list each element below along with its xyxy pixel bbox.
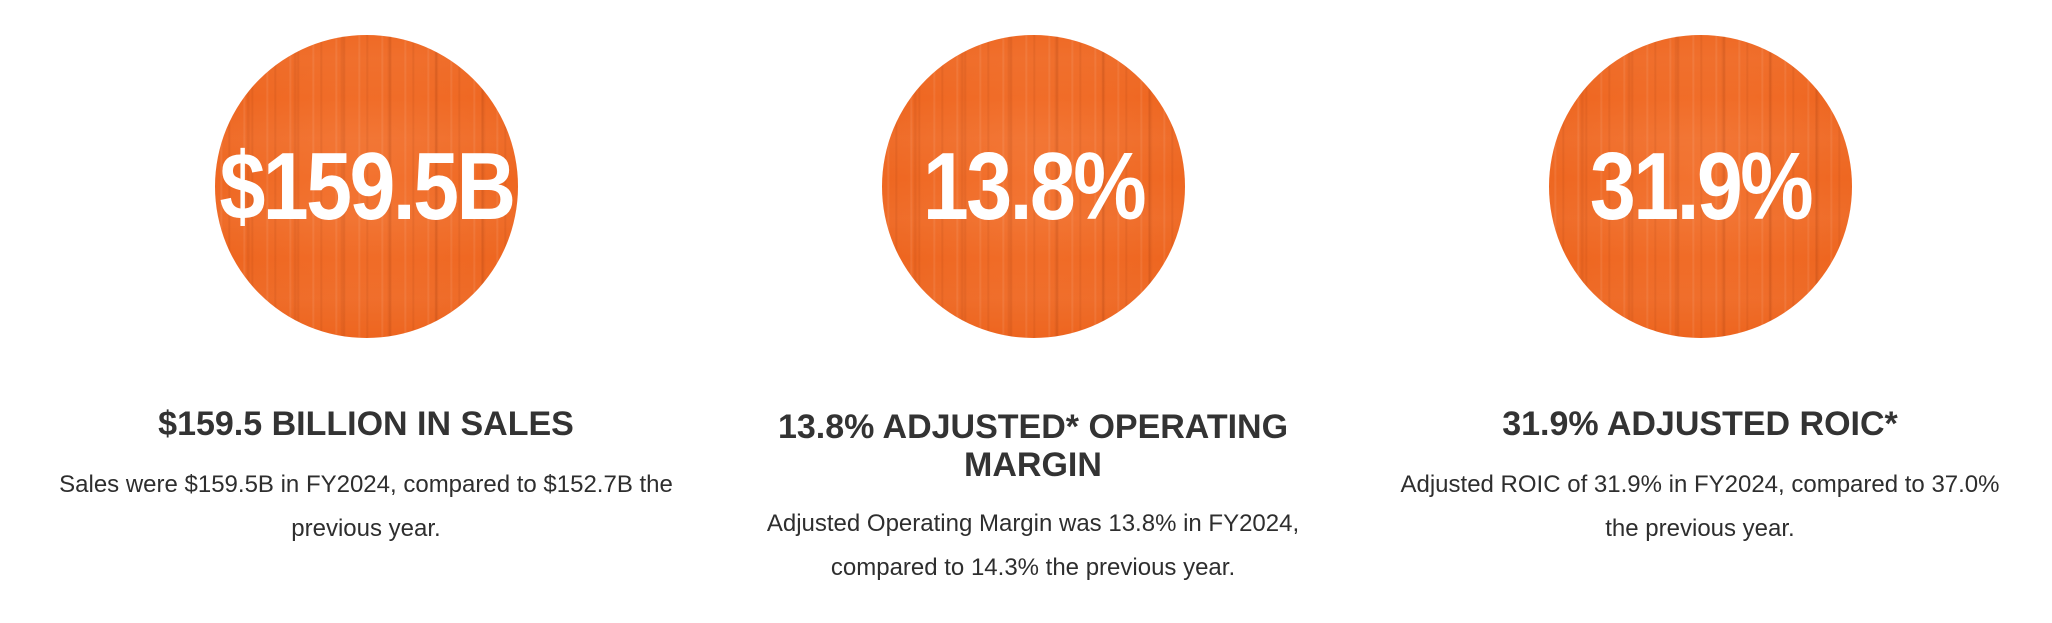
stat-roic: 31.9% 31.9% ADJUSTED ROIC* Adjusted ROIC… <box>1380 0 2020 623</box>
stat-sales: $159.5B $159.5 BILLION IN SALES Sales we… <box>46 0 686 623</box>
operating-margin-description: Adjusted Operating Margin was 13.8% in F… <box>766 510 1300 581</box>
roic-description: Adjusted ROIC of 31.9% in FY2024, compar… <box>1400 471 2000 542</box>
roic-circle <box>1549 35 1852 338</box>
sales-heading: $159.5 BILLION IN SALES <box>158 405 574 443</box>
sales-circle-value: $159.5B <box>219 132 516 240</box>
roic-heading: 31.9% ADJUSTED ROIC* <box>1502 405 1898 443</box>
sales-circle <box>215 35 518 338</box>
operating-margin-circle-value: 13.8% <box>922 132 1147 240</box>
stat-operating-margin: 13.8% 13.8% ADJUSTED* OPERATING MARGIN A… <box>713 0 1353 623</box>
operating-margin-circle <box>882 35 1185 338</box>
roic-circle-value: 31.9% <box>1589 132 1814 240</box>
operating-margin-heading: 13.8% ADJUSTED* OPERATING MARGIN <box>777 408 1289 484</box>
sales-description: Sales were $159.5B in FY2024, compared t… <box>59 471 673 542</box>
